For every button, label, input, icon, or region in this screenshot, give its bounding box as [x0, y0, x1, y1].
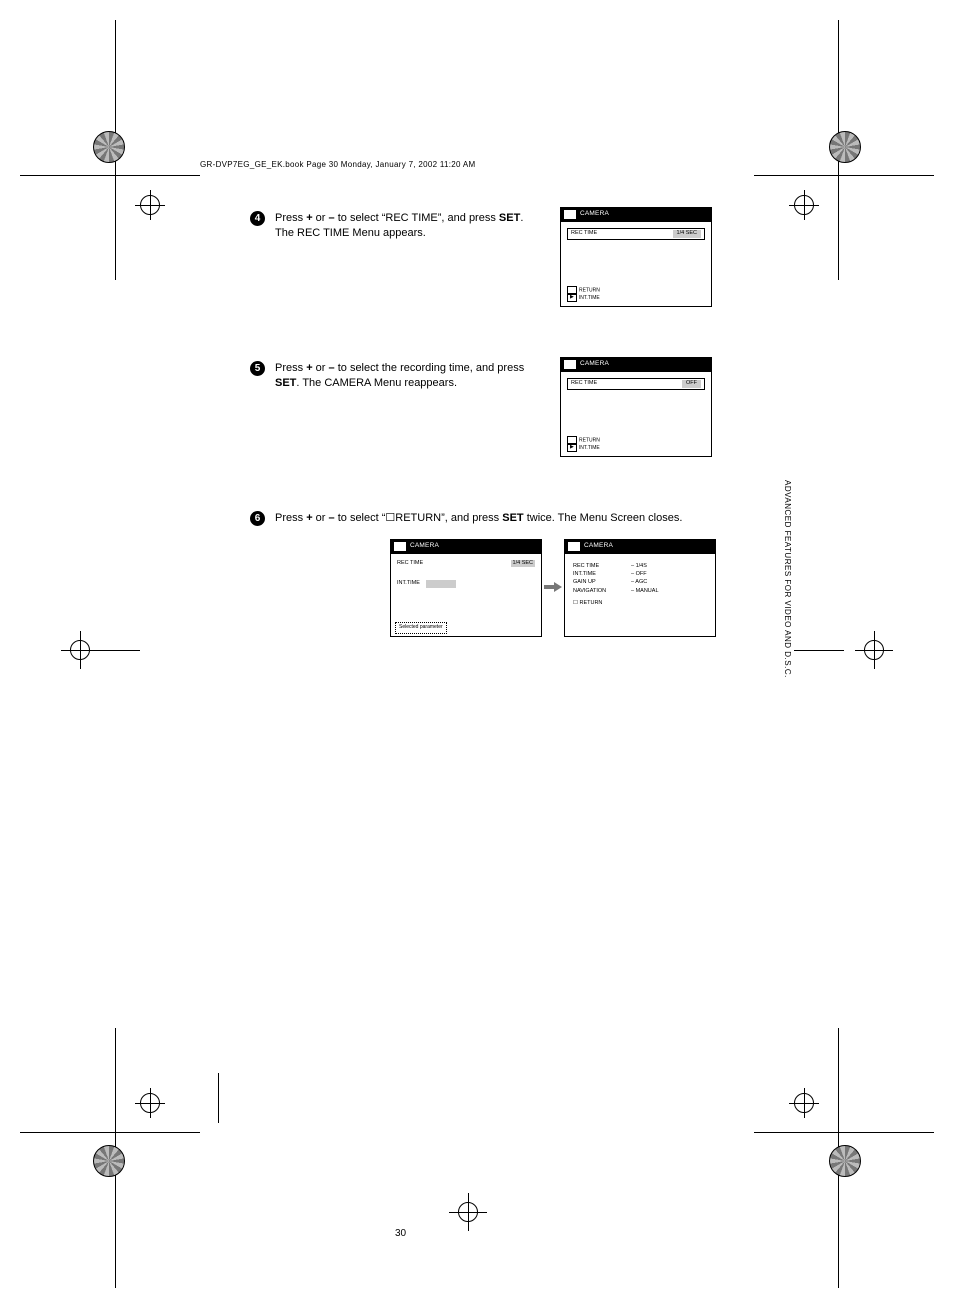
arrow-icon: ▶ — [567, 444, 577, 452]
osd-camera-rectime-off: CAMERA REC TIME OFF RETURN ▶INT.TIME — [560, 357, 712, 457]
osd-camera-rectime-value: CAMERA REC TIME 1/4 SEC RETURN ▶INT.TIME — [560, 207, 712, 307]
camera-icon — [564, 360, 576, 369]
registration-mark-bottom-right — [794, 1088, 874, 1168]
camera-icon — [564, 210, 576, 219]
osd-top-value: 1/4 SEC — [511, 560, 535, 567]
osd-row-value: 1/4 SEC — [673, 230, 701, 237]
step-4: 4 Press + or – to select “REC TIME”, and… — [200, 211, 840, 331]
osd-title: CAMERA — [580, 360, 609, 369]
osd-row2-label: INT.TIME — [397, 580, 420, 587]
return-icon — [567, 286, 577, 294]
flow-arrow-icon — [544, 581, 562, 593]
osd-title: CAMERA — [410, 542, 439, 551]
step-number-4: 4 — [250, 211, 265, 226]
page-separator — [218, 1073, 219, 1123]
page-header-line: GR-DVP7EG_GE_EK.book Page 30 Monday, Jan… — [200, 160, 840, 171]
osd-hint-next: INT.TIME — [579, 445, 600, 451]
osd-row2-value-placeholder — [426, 580, 456, 588]
step-6: 6 Press + or – to select “☐RETURN”, and … — [200, 511, 840, 651]
osd-title: CAMERA — [580, 210, 609, 219]
page-content: GR-DVP7EG_GE_EK.book Page 30 Monday, Jan… — [200, 160, 840, 681]
step-5: 5 Press + or – to select the recording t… — [200, 361, 840, 481]
step-text-6: Press + or – to select “☐RETURN”, and pr… — [275, 511, 715, 526]
side-tab-label: ADVANCED FEATURES FOR VIDEO AND D.S.C. — [783, 480, 792, 678]
osd-hint-next: INT.TIME — [579, 295, 600, 301]
registration-mark-top-left — [80, 140, 160, 220]
camera-icon — [568, 542, 580, 551]
osd-row-label: REC TIME — [571, 380, 597, 387]
osd-row-value: OFF — [682, 380, 701, 387]
osd-title: CAMERA — [584, 542, 613, 551]
return-icon — [567, 436, 577, 444]
step-text-4: Press + or – to select “REC TIME”, and p… — [275, 211, 535, 241]
osd-callout-note: Selected parameter — [395, 622, 447, 634]
step-text-5: Press + or – to select the recording tim… — [275, 361, 535, 391]
osd-hint-return: RETURN — [579, 288, 600, 294]
camera-icon — [394, 542, 406, 551]
page-number: 30 — [395, 1227, 406, 1241]
osd-camera-menu-selected: CAMERA REC TIME 1/4 SEC INT.TIME Selecte… — [390, 539, 542, 637]
registration-mark-bottom-left — [80, 1088, 160, 1168]
osd-top-label: REC TIME — [397, 560, 423, 567]
arrow-icon: ▶ — [567, 294, 577, 302]
osd-list: REC TIME– 1/4S INT.TIME– OFF GAIN UP– AG… — [573, 562, 659, 607]
osd-camera-menu-full: CAMERA REC TIME– 1/4S INT.TIME– OFF GAIN… — [564, 539, 716, 637]
step-number-5: 5 — [250, 361, 265, 376]
osd-row-label: REC TIME — [571, 230, 597, 237]
step-number-6: 6 — [250, 511, 265, 526]
osd-hint-return: RETURN — [579, 438, 600, 444]
